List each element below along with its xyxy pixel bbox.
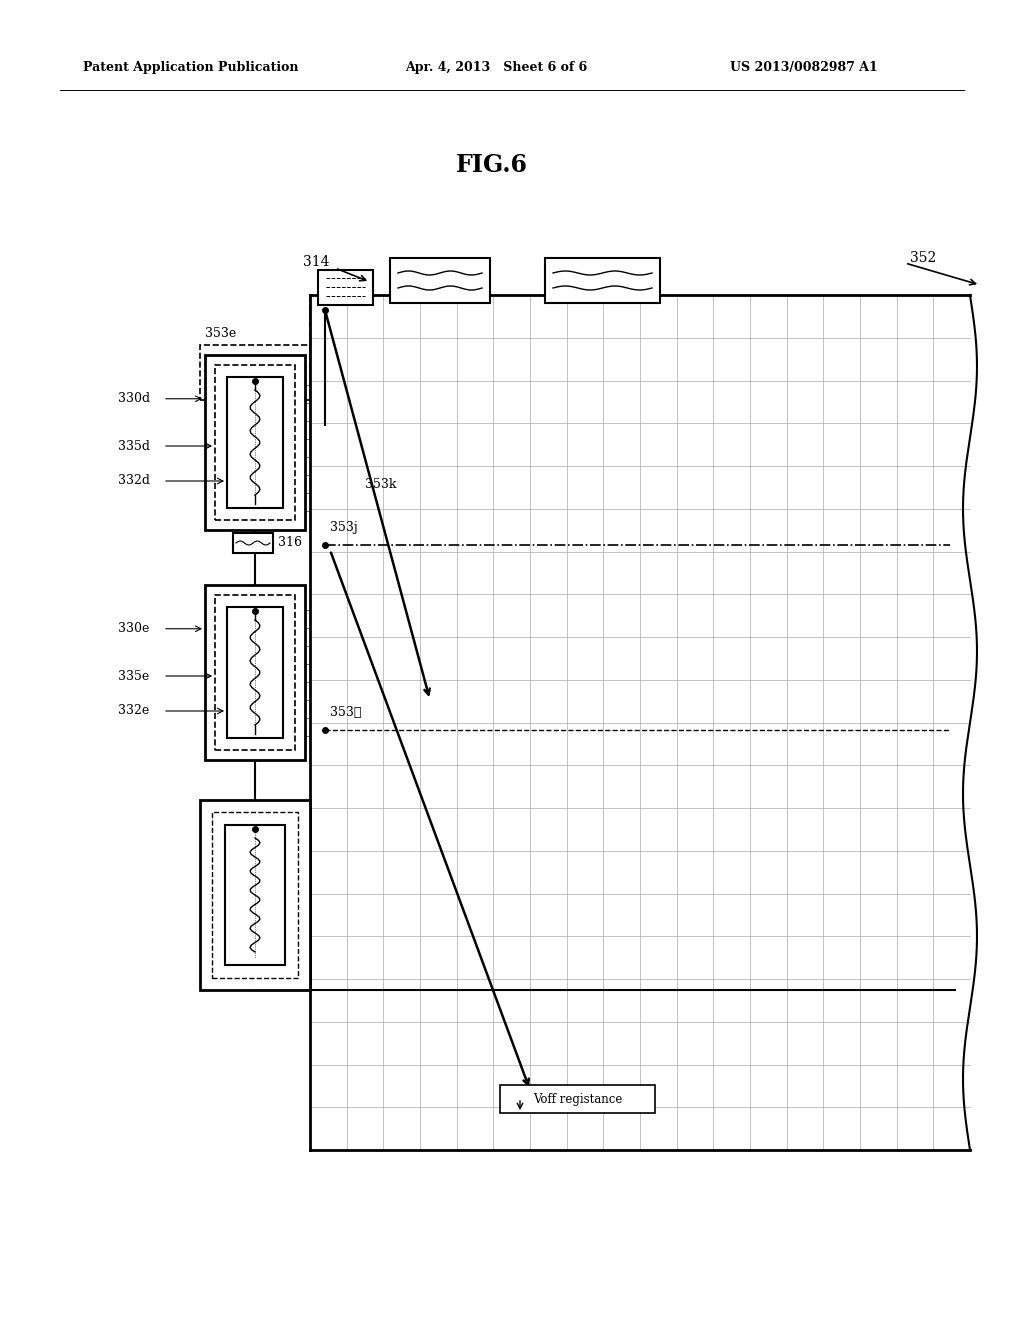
Text: 353e: 353e <box>205 327 237 341</box>
Bar <box>233 533 273 553</box>
Bar <box>225 825 285 965</box>
Text: 316: 316 <box>278 536 302 549</box>
Bar <box>545 257 660 304</box>
Text: 335e: 335e <box>118 669 150 682</box>
Text: 332e: 332e <box>118 705 150 718</box>
Bar <box>227 378 283 508</box>
Bar <box>200 800 310 990</box>
Text: Apr. 4, 2013   Sheet 6 of 6: Apr. 4, 2013 Sheet 6 of 6 <box>406 62 587 74</box>
Bar <box>205 355 305 531</box>
Text: 330e: 330e <box>118 622 150 635</box>
Bar <box>200 345 310 400</box>
Text: 330d: 330d <box>118 392 151 405</box>
Text: 353ℓ: 353ℓ <box>330 705 361 718</box>
Text: 352: 352 <box>910 251 936 265</box>
Text: Voff registance: Voff registance <box>532 1093 623 1106</box>
Text: 353k: 353k <box>365 479 396 491</box>
Bar <box>500 1085 655 1113</box>
Text: 335d: 335d <box>118 440 150 453</box>
Bar <box>212 812 298 978</box>
Bar <box>318 271 373 305</box>
Text: 353j: 353j <box>330 520 357 533</box>
Text: Patent Application Publication: Patent Application Publication <box>83 62 299 74</box>
Text: 314: 314 <box>303 255 330 269</box>
Text: FIG.6: FIG.6 <box>456 153 528 177</box>
Text: US 2013/0082987 A1: US 2013/0082987 A1 <box>730 62 878 74</box>
Bar <box>227 607 283 738</box>
Bar <box>390 257 490 304</box>
Bar <box>205 585 305 760</box>
Text: 332d: 332d <box>118 474 150 487</box>
Bar <box>215 595 295 750</box>
Bar <box>215 366 295 520</box>
